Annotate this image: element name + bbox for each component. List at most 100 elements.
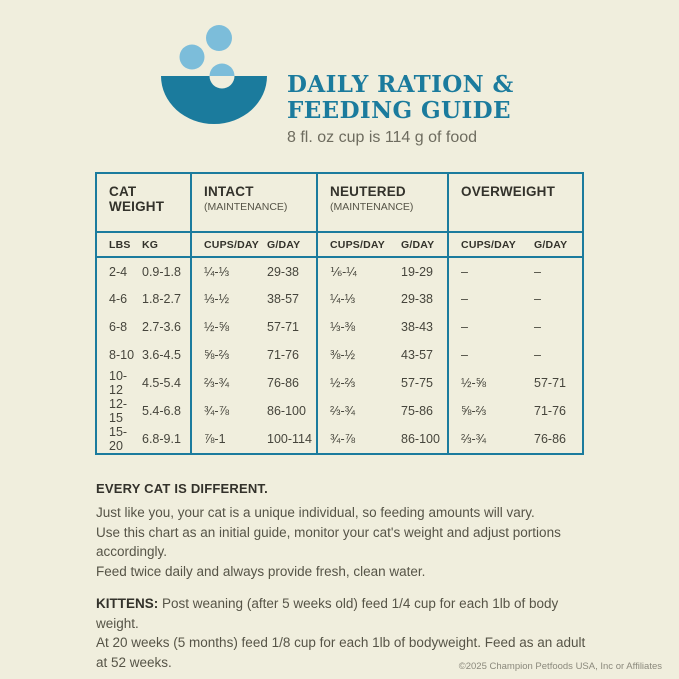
cell-lbs: 2-4 <box>109 264 128 279</box>
cell-neutered-g: 29-38 <box>401 292 433 306</box>
col-group-neutered: NEUTERED (MAINTENANCE) <box>316 173 449 233</box>
page-title-line1: DAILY RATION & <box>287 71 514 98</box>
cell-lbs: 4-6 <box>109 292 128 306</box>
group-title: CAT WEIGHT <box>109 184 165 214</box>
group-header-row: CAT WEIGHT INTACT (MAINTENANCE) NEUTERED… <box>96 173 584 233</box>
group-title: NEUTERED <box>330 184 406 199</box>
cell-over-cups: ⅔-¾ <box>447 425 533 454</box>
cell-over-g: 71-76 <box>534 404 567 418</box>
table-row: 15-20 6.8-9.1 ⅞-1 100-114 ¾-⅞ 86-100 ⅔-¾ 76-86 <box>96 425 583 454</box>
cell-over-cups: ⅝-⅔ <box>447 397 533 425</box>
table-row: 12-15 5.4-6.8 ¾-⅞ 86-100 ⅔-¾ 75-86 ⅝-⅔ 71-76 <box>96 397 583 425</box>
notes-section: EVERY CAT IS DIFFERENT. Just like you, y… <box>96 481 596 679</box>
cell-over-cups: ½-⅝ <box>447 369 533 397</box>
cell-intact-cups: ⅔-¾ <box>190 369 265 397</box>
cell-kg: 1.8-2.7 <box>142 292 181 306</box>
sub-header-row: LBS KG CUPS/DAY G/DAY CUPS/DAY G/DAY CUP… <box>96 232 584 258</box>
cell-lbs: 12-15 <box>109 397 128 425</box>
cell-intact-cups: ⅝-⅔ <box>190 341 265 369</box>
group-title: INTACT <box>204 184 254 199</box>
col-group-overweight: OVERWEIGHT <box>447 173 584 233</box>
bubble-icon <box>209 63 235 76</box>
cell-over-cups: – <box>447 341 533 369</box>
cell-intact-cups: ⅞-1 <box>190 425 265 454</box>
group-subtitle: (MAINTENANCE) <box>204 201 288 213</box>
cell-over-g: – <box>534 264 541 279</box>
col-group-cat-weight: CAT WEIGHT <box>96 173 191 233</box>
cell-neutered-cups: ¾-⅞ <box>316 425 400 454</box>
cell-neutered-cups: ½-⅔ <box>316 369 400 397</box>
cell-intact-cups: ¼-⅓ <box>190 257 265 285</box>
col-header-lbs: LBS <box>96 232 140 258</box>
group-subtitle: (MAINTENANCE) <box>330 201 414 213</box>
cell-kg: 4.5-5.4 <box>142 376 181 390</box>
bowl-shape <box>161 76 267 124</box>
kittens-label: KITTENS: <box>96 596 159 611</box>
col-header-overweight-g: G/DAY <box>532 232 584 258</box>
cell-kg: 0.9-1.8 <box>142 264 181 279</box>
cell-lbs: 6-8 <box>109 320 128 334</box>
cell-intact-g: 86-100 <box>267 404 306 418</box>
cell-over-g: – <box>534 292 541 306</box>
kittens-text: Post weaning (after 5 weeks old) feed 1/… <box>96 596 559 631</box>
col-header-kg: KG <box>140 232 191 258</box>
cell-neutered-g: 57-75 <box>401 376 433 390</box>
group-title: OVERWEIGHT <box>461 184 556 199</box>
col-header-neutered-cups: CUPS/DAY <box>316 232 400 258</box>
col-header-neutered-g: G/DAY <box>399 232 449 258</box>
cell-intact-cups: ⅓-½ <box>190 285 265 313</box>
brand-header: DAILY RATION & FEEDING GUIDE 8 fl. oz cu… <box>158 24 514 147</box>
cell-over-g: – <box>534 320 541 334</box>
cell-intact-g: 76-86 <box>267 376 299 390</box>
feeding-table: CAT WEIGHT INTACT (MAINTENANCE) NEUTERED… <box>95 172 585 455</box>
copyright: ©2025 Champion Petfoods USA, Inc or Affi… <box>458 661 662 672</box>
col-header-intact-cups: CUPS/DAY <box>190 232 265 258</box>
cell-intact-g: 71-76 <box>267 348 299 362</box>
kittens-note: KITTENS: Post weaning (after 5 weeks old… <box>96 594 596 672</box>
notes-heading: EVERY CAT IS DIFFERENT. <box>96 481 268 496</box>
cell-intact-cups: ¾-⅞ <box>190 397 265 425</box>
note-line: Feed twice daily and always provide fres… <box>96 563 426 579</box>
cell-neutered-g: 43-57 <box>401 348 433 362</box>
cell-over-g: 57-71 <box>534 376 567 390</box>
cell-intact-g: 100-114 <box>267 432 312 446</box>
cell-over-cups: – <box>447 313 533 341</box>
bowl-icon <box>161 25 267 124</box>
table-row: 10-12 4.5-5.4 ⅔-¾ 76-86 ½-⅔ 57-75 ½-⅝ 57-71 <box>96 369 583 397</box>
note-line: Use this chart as an initial guide, moni… <box>96 524 561 560</box>
cell-lbs: 10-12 <box>109 369 128 397</box>
table-row: 4-6 1.8-2.7 ⅓-½ 38-57 ¼-⅓ 29-38– – <box>96 285 583 313</box>
cell-kg: 2.7-3.6 <box>142 320 181 334</box>
cell-kg: 6.8-9.1 <box>142 432 181 446</box>
cell-kg: 5.4-6.8 <box>142 404 181 418</box>
cell-intact-cups: ½-⅝ <box>190 313 265 341</box>
table-row: 6-8 2.7-3.6 ½-⅝ 57-71 ⅓-⅜ 38-43– – <box>96 313 583 341</box>
cell-neutered-g: 19-29 <box>401 264 433 279</box>
table-row: 2-4 0.9-1.8 ¼-⅓ 29-38 ⅙-¼ 19-29– – <box>96 257 583 285</box>
title-block: DAILY RATION & FEEDING GUIDE 8 fl. oz cu… <box>287 72 514 147</box>
cell-neutered-g: 86-100 <box>401 432 440 446</box>
cell-neutered-cups: ⅓-⅜ <box>316 313 400 341</box>
page-title-line2: FEEDING GUIDE <box>287 97 511 124</box>
cell-lbs: 15-20 <box>109 425 128 453</box>
table-row: 8-10 3.6-4.5 ⅝-⅔ 71-76 ⅜-½ 43-57– – <box>96 341 583 369</box>
bubble-icon <box>206 25 232 51</box>
cell-over-g: – <box>534 348 541 362</box>
feeding-table-body: 2-4 0.9-1.8 ¼-⅓ 29-38 ⅙-¼ 19-29– –4-6 1.8-2.7 ⅓-… <box>96 257 583 454</box>
cup-weight-subtitle: 8 fl. oz cup is 114 g of food <box>287 129 478 146</box>
cell-neutered-g: 38-43 <box>401 320 433 334</box>
cell-neutered-g: 75-86 <box>401 404 433 418</box>
cell-intact-g: 38-57 <box>267 292 299 306</box>
cell-neutered-cups: ¼-⅓ <box>316 285 400 313</box>
cell-kg: 3.6-4.5 <box>142 348 181 362</box>
col-group-intact: INTACT (MAINTENANCE) <box>189 173 318 233</box>
cell-over-cups: – <box>447 257 533 285</box>
cell-lbs: 8-10 <box>109 348 135 362</box>
cell-neutered-cups: ⅙-¼ <box>316 257 400 285</box>
col-header-overweight-cups: CUPS/DAY <box>447 232 533 258</box>
col-header-intact-g: G/DAY <box>265 232 318 258</box>
cell-intact-g: 57-71 <box>267 320 299 334</box>
cell-over-g: 76-86 <box>534 432 567 446</box>
kittens-text: At 20 weeks (5 months) feed 1/8 cup for … <box>96 635 586 670</box>
